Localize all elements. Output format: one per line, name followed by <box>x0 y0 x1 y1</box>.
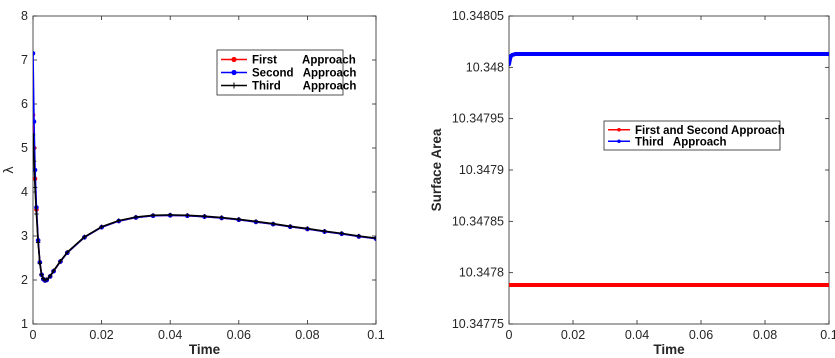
data-point <box>47 273 53 279</box>
y-tick-label: 10.34805 <box>452 9 504 23</box>
x-axis-label: Time <box>653 342 685 357</box>
series-layer <box>33 51 376 283</box>
x-tick-label: 0.1 <box>367 328 384 342</box>
y-tick-label: 10.348 <box>466 60 504 74</box>
data-point <box>827 52 829 56</box>
data-point <box>116 218 121 223</box>
data-point <box>65 250 70 255</box>
y-tick-label: 8 <box>21 9 28 23</box>
legend-marker <box>617 127 621 132</box>
data-point <box>699 52 703 56</box>
data-point <box>519 52 524 56</box>
data-point <box>33 132 36 137</box>
data-point <box>827 283 829 287</box>
data-point <box>39 272 44 277</box>
data-point <box>253 219 259 224</box>
data-point <box>33 51 36 56</box>
data-point <box>35 240 41 245</box>
legend-label: First and Second Approach <box>635 125 785 137</box>
data-point <box>58 258 63 264</box>
plot-area <box>508 15 830 325</box>
legend-marker <box>231 69 237 76</box>
data-point <box>763 52 767 56</box>
y-tick-label: 5 <box>21 141 28 155</box>
data-point <box>34 211 39 217</box>
data-point <box>516 52 521 56</box>
legend-box <box>603 120 781 151</box>
y-tick-label: 3 <box>21 229 28 243</box>
data-point <box>513 52 518 56</box>
data-point <box>571 52 575 56</box>
data-point <box>539 52 543 56</box>
data-point <box>339 231 344 236</box>
x-tick-label: 0 <box>30 328 37 342</box>
data-point <box>219 215 224 220</box>
chart-panel-1: 0 0.02 0.04 0.06 0.08 0.1 1 2 3 4 5 6 7 8 Time λ First A… <box>2 9 385 357</box>
x-tick-label: 0.06 <box>689 328 713 342</box>
x-tick-label: 0.02 <box>561 328 585 342</box>
y-tick-label: 10.3479 <box>459 163 504 177</box>
legend-label: Second Approach <box>252 68 356 80</box>
data-point <box>202 214 207 219</box>
data-point <box>33 119 37 124</box>
data-point <box>51 268 56 273</box>
data-point <box>509 62 511 67</box>
y-axis-label: λ <box>2 166 17 174</box>
x-tick-label: 0.08 <box>295 328 319 342</box>
legend-label: Third Approach <box>635 136 727 148</box>
data-point <box>635 52 639 56</box>
data-point <box>526 52 531 56</box>
y-tick-label: 7 <box>21 53 28 67</box>
y-tick-label: 1 <box>21 317 28 331</box>
data-point <box>356 233 362 239</box>
x-tick-label: 0.02 <box>89 328 113 342</box>
data-point <box>373 236 376 241</box>
data-point <box>133 214 139 220</box>
data-point <box>33 159 37 164</box>
x-axis-label: Time <box>189 342 221 357</box>
data-point <box>236 217 241 222</box>
data-point <box>288 224 293 229</box>
y-tick-label: 10.34775 <box>452 317 504 331</box>
data-point <box>150 213 156 218</box>
y-tick-label: 4 <box>21 185 28 199</box>
x-tick-label: 0.04 <box>158 328 182 342</box>
x-tick-label: 0 <box>506 328 513 342</box>
data-point <box>270 221 276 226</box>
data-point <box>168 212 173 218</box>
x-tick-label: 0.06 <box>227 328 251 342</box>
x-tick-label: 0.08 <box>753 328 777 342</box>
data-point <box>322 228 327 234</box>
data-point <box>82 234 87 240</box>
legend-label: Third Approach <box>252 81 356 93</box>
x-tick-label: 0.1 <box>820 328 835 342</box>
y-tick-label: 6 <box>21 97 28 111</box>
y-tick-label: 10.3478 <box>459 266 504 280</box>
legend-marker <box>231 56 237 63</box>
data-point <box>185 213 190 218</box>
y-tick-label: 10.34785 <box>452 214 504 228</box>
y-tick-label: 10.34795 <box>452 112 504 126</box>
y-tick-label: 2 <box>21 273 28 287</box>
legend-marker <box>617 139 621 144</box>
data-point <box>33 185 38 190</box>
chart-panel-2: 0 0.02 0.04 0.06 0.08 0.1 10.34775 10.3478 10.34… <box>429 9 835 357</box>
legend-label: First Approach <box>252 55 356 67</box>
data-point <box>37 261 43 266</box>
data-point <box>44 277 49 282</box>
data-point <box>305 226 310 231</box>
x-tick-label: 0.04 <box>625 328 649 342</box>
y-axis-label: Surface Area <box>429 128 444 211</box>
data-point <box>509 283 511 287</box>
series-layer <box>509 51 829 287</box>
data-point <box>99 224 104 229</box>
